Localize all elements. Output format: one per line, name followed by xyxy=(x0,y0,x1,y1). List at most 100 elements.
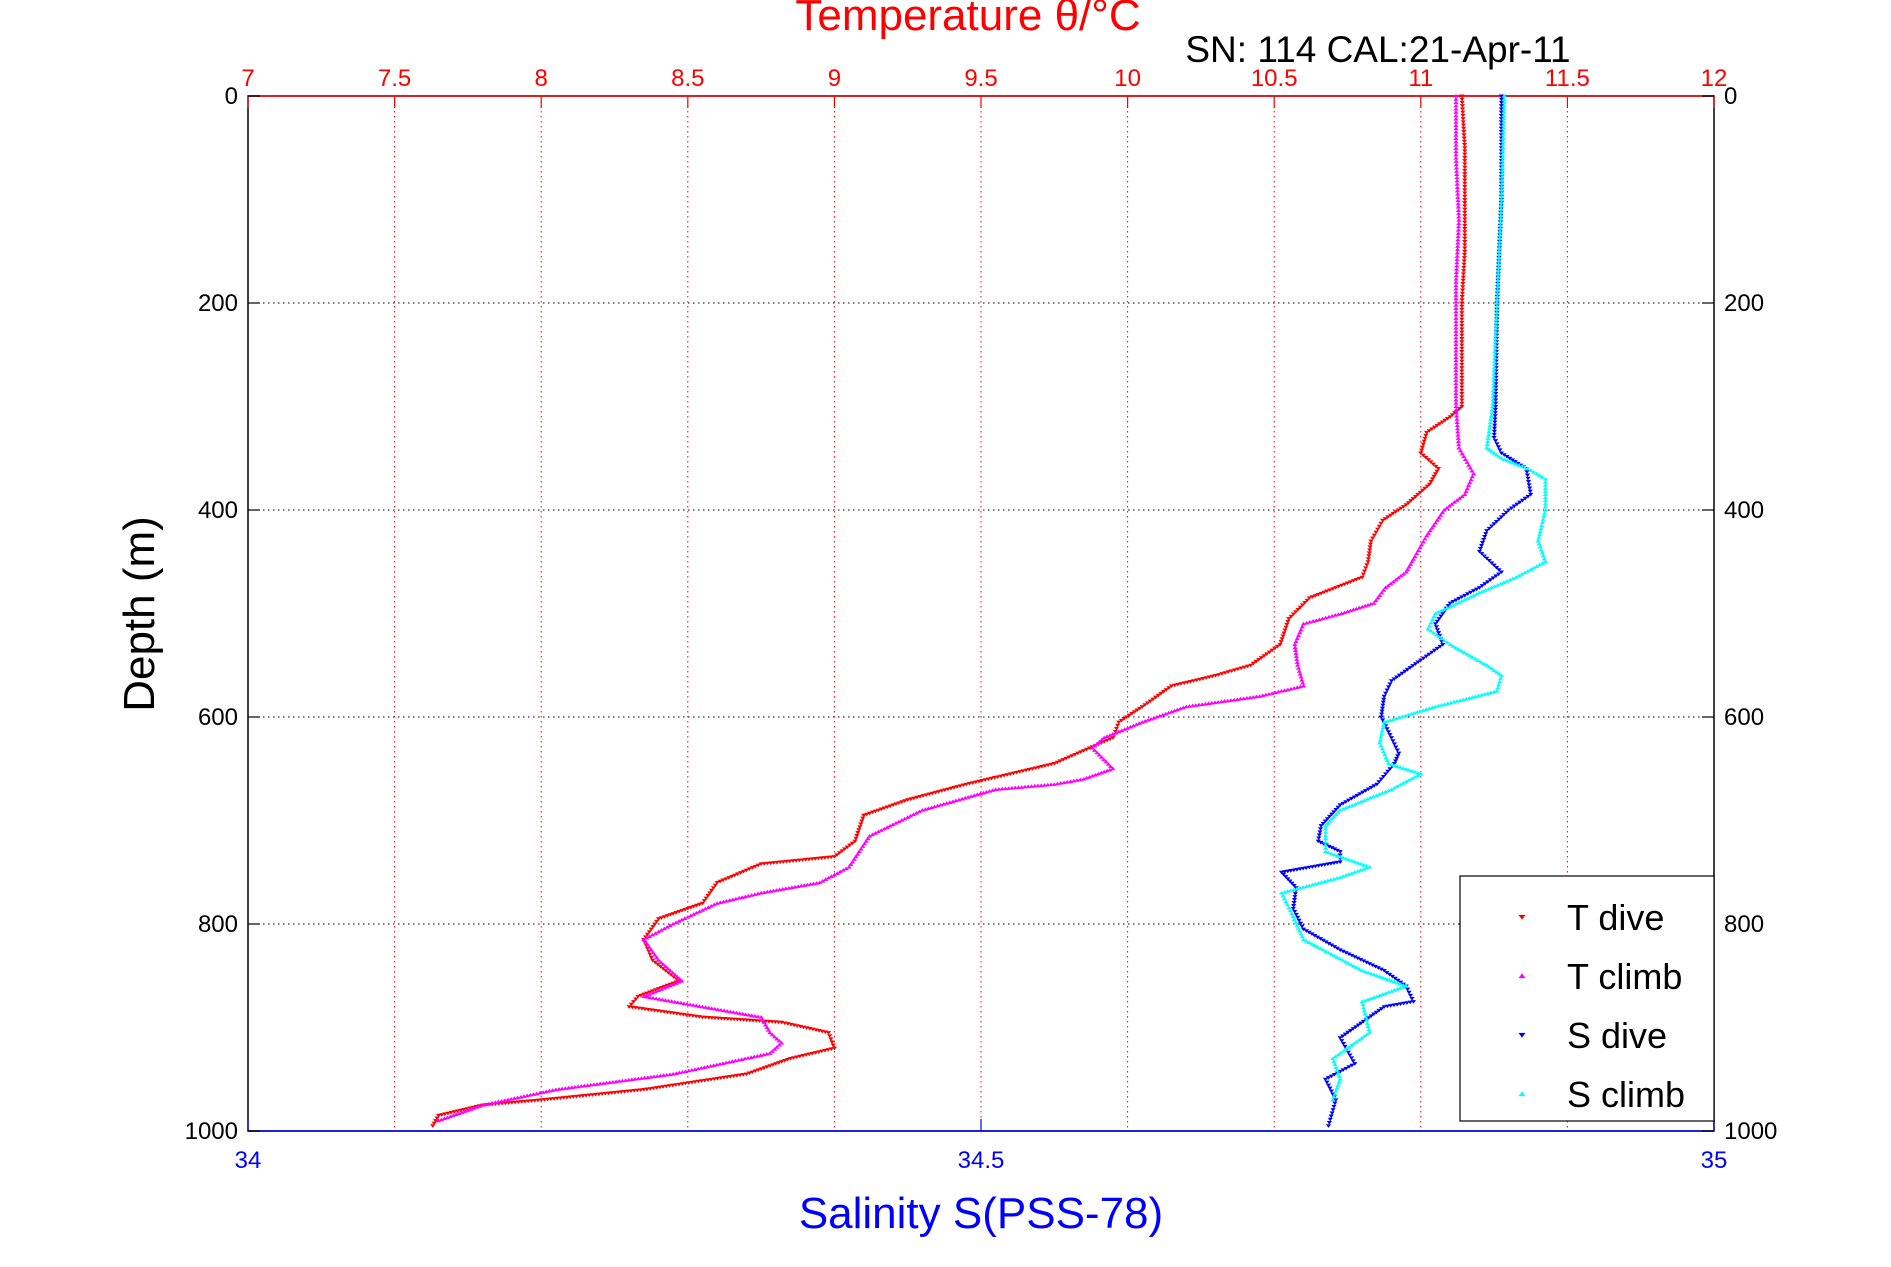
data-point xyxy=(1537,544,1543,549)
data-point xyxy=(565,1085,572,1090)
data-point xyxy=(765,1028,772,1032)
data-point xyxy=(1420,442,1426,447)
data-point xyxy=(1468,477,1474,482)
data-point xyxy=(1107,733,1113,737)
data-point xyxy=(1121,717,1127,721)
data-point xyxy=(1361,569,1368,574)
data-point xyxy=(1496,572,1502,577)
data-point xyxy=(1353,965,1360,970)
data-point xyxy=(1484,442,1490,447)
data-point xyxy=(1361,862,1367,867)
data-point xyxy=(1507,456,1513,461)
data-point xyxy=(1515,461,1521,466)
data-point xyxy=(740,869,747,874)
data-point xyxy=(1461,256,1468,260)
data-point xyxy=(843,866,849,871)
data-point xyxy=(1461,259,1467,264)
temperature-tick-label: 8.5 xyxy=(671,65,704,92)
data-point xyxy=(1491,435,1497,440)
data-point xyxy=(1253,694,1259,699)
data-point xyxy=(1299,603,1306,607)
data-point xyxy=(714,901,720,905)
data-point xyxy=(1322,833,1329,837)
data-point xyxy=(1306,940,1312,945)
data-point xyxy=(1380,703,1386,708)
data-point xyxy=(1289,881,1295,886)
data-point xyxy=(1500,135,1506,140)
data-point xyxy=(1250,661,1257,666)
data-point xyxy=(1371,533,1377,538)
data-point xyxy=(1453,407,1459,412)
temperature-tick-label: 11.5 xyxy=(1545,65,1590,92)
data-point xyxy=(1350,607,1356,612)
data-point xyxy=(1498,203,1504,208)
data-point xyxy=(1455,436,1461,440)
data-point xyxy=(1366,1016,1372,1020)
data-point xyxy=(1462,188,1468,192)
data-point xyxy=(854,833,860,838)
depth-tick-label-left: 600 xyxy=(198,704,238,731)
data-point xyxy=(1422,436,1428,441)
data-point xyxy=(1344,609,1351,614)
data-point xyxy=(1442,638,1448,643)
data-point xyxy=(1359,604,1365,609)
data-point xyxy=(1298,627,1304,632)
data-point xyxy=(1470,655,1476,659)
data-point xyxy=(1498,216,1504,221)
data-point xyxy=(1340,806,1346,811)
data-point xyxy=(1460,110,1466,115)
series-t-dive xyxy=(430,94,1468,1128)
data-point xyxy=(1468,590,1474,595)
data-point xyxy=(1142,719,1148,723)
data-point xyxy=(1089,745,1096,750)
data-point xyxy=(1357,792,1363,796)
data-point xyxy=(1320,821,1326,826)
data-point xyxy=(1445,701,1451,706)
data-point xyxy=(1462,178,1468,183)
data-point xyxy=(1346,804,1352,809)
data-point xyxy=(737,871,744,875)
data-point xyxy=(1496,454,1502,459)
data-point xyxy=(1400,504,1407,509)
data-point xyxy=(730,1010,736,1014)
data-point xyxy=(1453,283,1459,288)
data-point xyxy=(1500,142,1506,147)
data-point xyxy=(1453,319,1459,324)
data-point xyxy=(1451,699,1457,704)
data-point xyxy=(1382,789,1389,794)
data-point xyxy=(1488,417,1494,421)
data-point xyxy=(1454,420,1460,424)
data-point xyxy=(1377,974,1383,979)
data-point xyxy=(708,903,714,908)
data-point xyxy=(1499,161,1506,166)
data-point xyxy=(1356,967,1362,971)
data-point xyxy=(1329,1111,1335,1115)
data-point xyxy=(664,914,670,918)
data-point xyxy=(584,1083,591,1087)
data-point xyxy=(1393,745,1399,750)
data-point xyxy=(1454,417,1460,421)
data-point xyxy=(635,994,641,999)
data-point xyxy=(893,802,899,807)
data-point xyxy=(1420,453,1426,458)
data-point xyxy=(499,1098,505,1103)
data-point xyxy=(1349,1063,1355,1068)
data-point xyxy=(726,1059,732,1064)
data-point xyxy=(1303,929,1309,933)
data-point xyxy=(1277,642,1283,647)
data-point xyxy=(665,966,671,971)
data-point xyxy=(1327,1086,1333,1091)
data-point xyxy=(1289,911,1295,916)
data-point xyxy=(686,1068,692,1073)
data-point xyxy=(1139,720,1145,724)
data-point xyxy=(857,825,863,829)
data-point xyxy=(761,890,767,894)
data-point xyxy=(1453,290,1459,294)
data-point xyxy=(650,932,656,937)
data-point xyxy=(1490,391,1496,396)
data-point xyxy=(613,1079,619,1084)
data-point xyxy=(1285,687,1291,692)
data-point xyxy=(1333,1088,1339,1093)
data-point xyxy=(839,849,845,853)
data-point xyxy=(1388,989,1395,993)
